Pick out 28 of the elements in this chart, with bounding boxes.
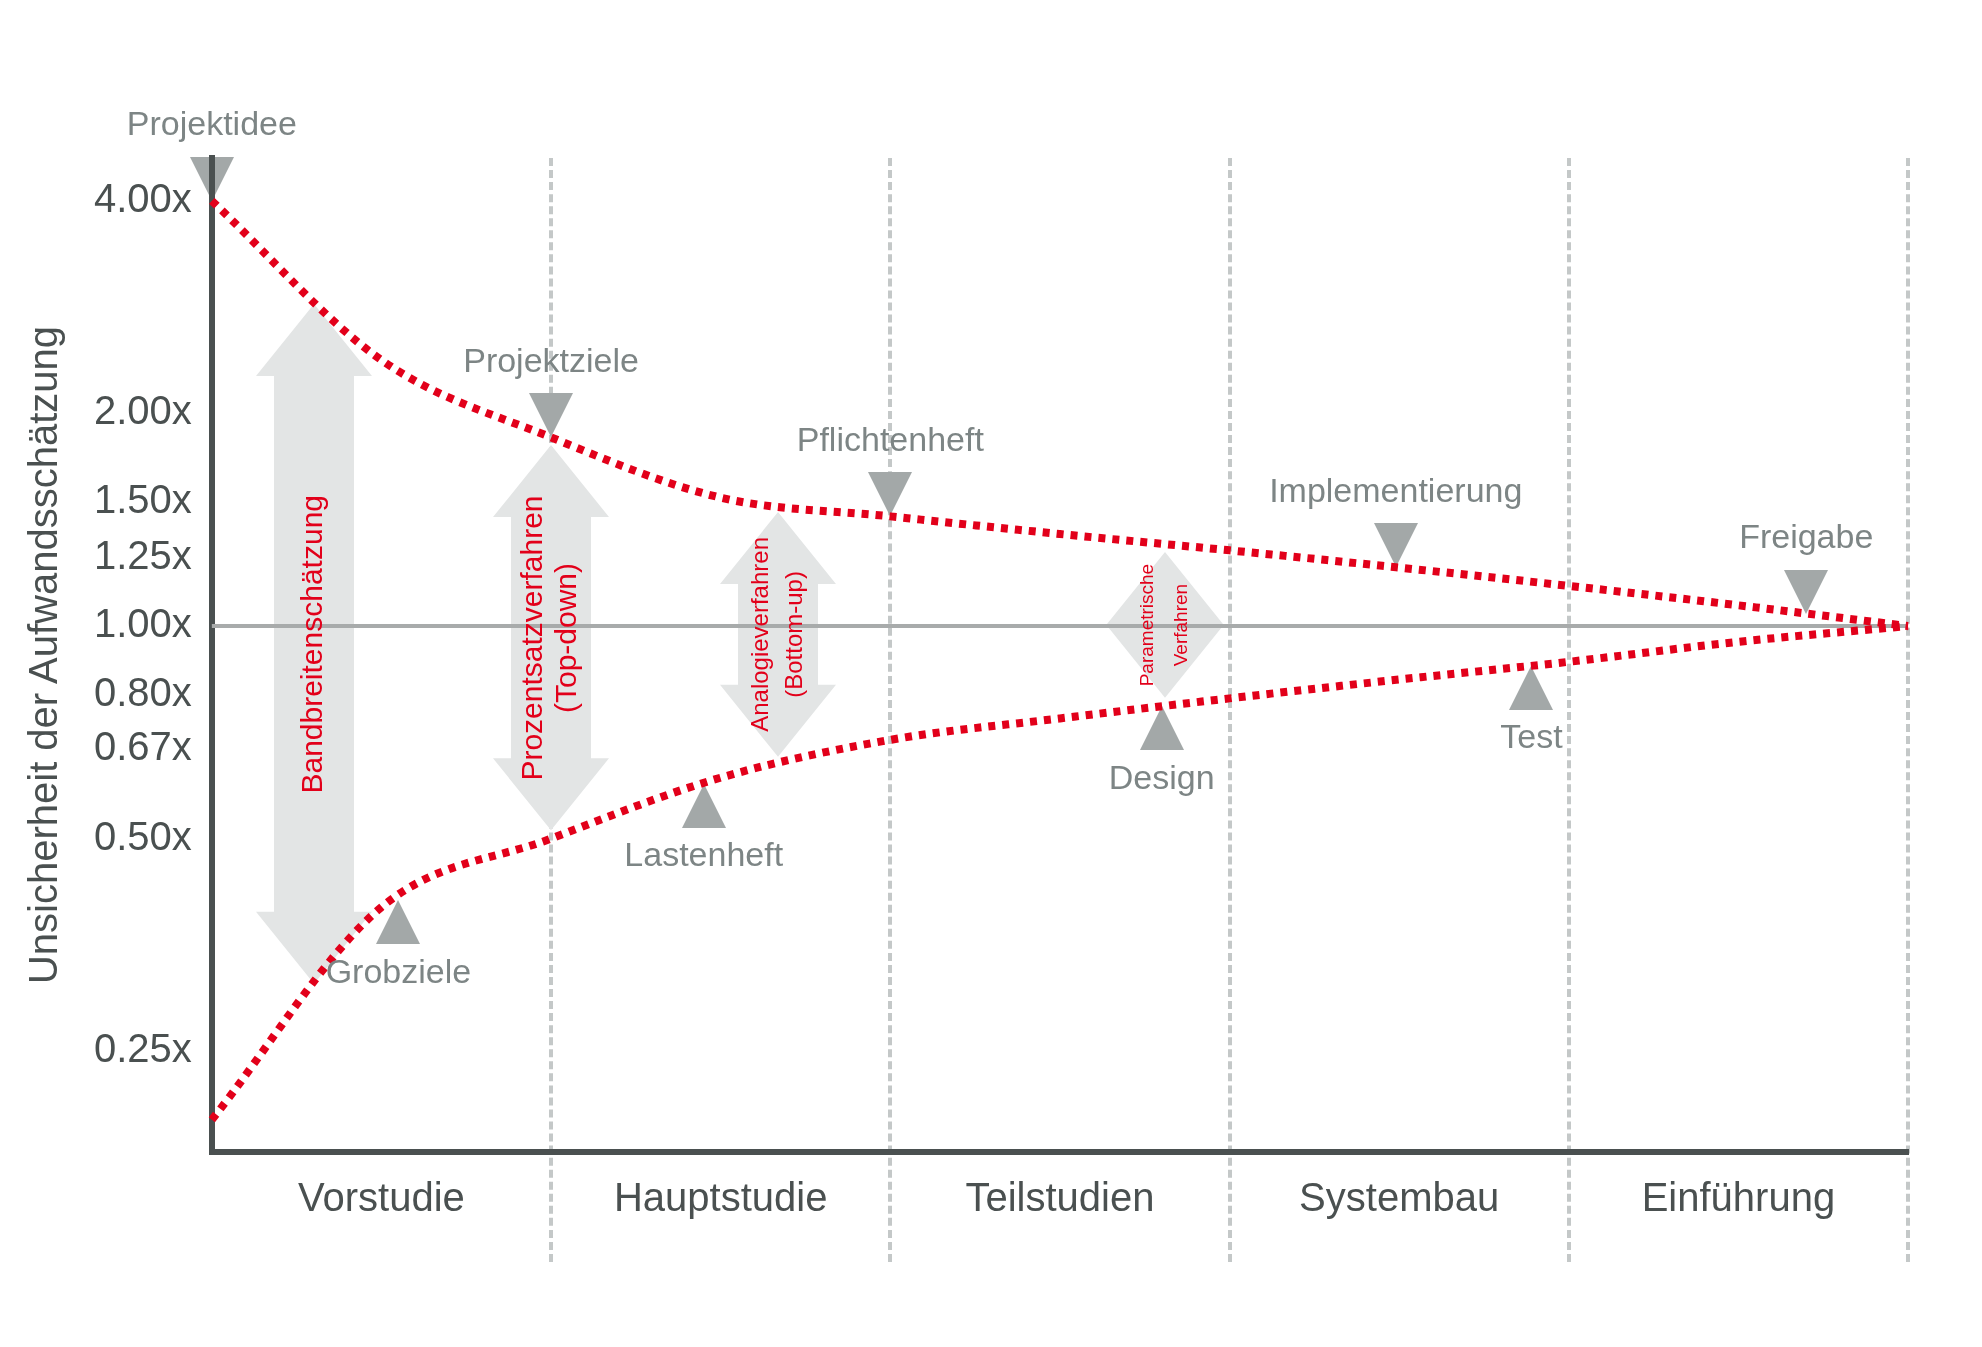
x-tick-label: Vorstudie [298,1175,465,1220]
annotation: Analogieverfahren (Bottom-up) [745,537,807,732]
x-tick-label: Hauptstudie [613,1175,828,1220]
annotation: Implementierung [1269,470,1523,509]
annotation: Prozentsatzverfahren (Top-down) [515,495,583,781]
y-tick-label: 0.50x [93,813,192,858]
annotation: Projektziele [463,340,639,379]
y-tick-label: 4.00x [93,175,192,220]
y-tick-label: 1.00x [93,601,192,646]
annotation: Test [1500,717,1564,756]
annotation: Freigabe [1739,516,1874,555]
y-tick-label: 0.67x [93,723,192,768]
annotation: Parametrische Verfahren [1136,563,1192,687]
annotation: Grobziele [325,951,472,990]
annotation: Lastenheft [624,835,784,874]
x-tick-label: Systembau [1299,1175,1500,1220]
annotation: Pflichtenheft [796,419,985,458]
y-tick-label: 1.50x [93,476,192,521]
annotation: Design [1108,757,1215,796]
y-tick-label: 2.00x [93,388,192,433]
y-tick-label: 0.25x [93,1026,192,1071]
text: Projektidee [126,104,297,143]
y-axis-title: Unsicherheit der Aufwandsschätzung [21,325,66,985]
x-tick-label: Einführung [1641,1175,1836,1220]
y-tick-label: 1.25x [93,532,192,577]
annotation: Bandbreitenschätzung [294,494,328,794]
y-tick-label: 0.80x [93,669,192,714]
x-tick-label: Teilstudien [965,1175,1155,1220]
